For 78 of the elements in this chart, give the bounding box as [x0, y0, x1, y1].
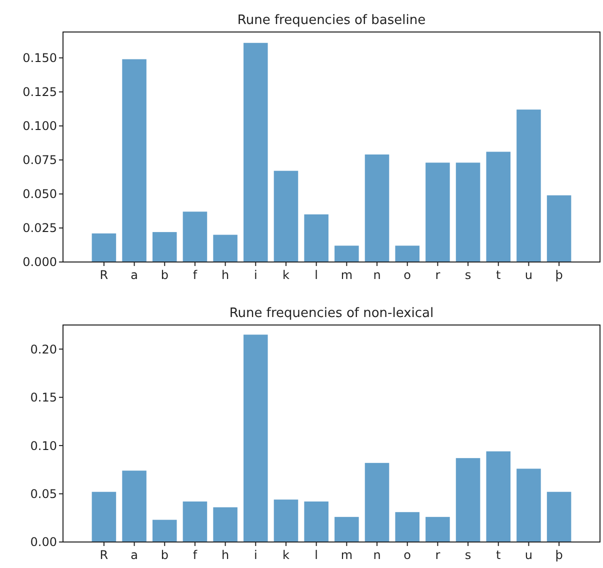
y-tick-label: 0.20: [30, 342, 57, 356]
x-tick-label: k: [282, 548, 290, 562]
x-tick-label: o: [404, 268, 412, 282]
bar: [274, 170, 298, 262]
bar: [152, 232, 177, 262]
bar: [546, 195, 572, 262]
x-tick-label: u: [524, 548, 533, 562]
y-tick-label: 0.10: [30, 438, 57, 453]
x-tick-label: m: [340, 548, 353, 562]
bar: [274, 500, 298, 542]
x-tick-label: t: [496, 548, 502, 562]
bar: [364, 154, 390, 262]
x-tick-label: k: [282, 268, 290, 282]
chart-title: Rune frequencies of baseline: [237, 13, 426, 28]
x-tick-label: a: [130, 548, 138, 562]
x-tick-label: n: [373, 268, 381, 282]
x-tick-label: f: [192, 268, 198, 282]
bar: [122, 59, 146, 262]
bar: [122, 470, 146, 542]
bar: [456, 162, 480, 262]
bar: [92, 233, 116, 262]
y-tick-label: 0.050: [22, 187, 57, 202]
y-tick-label: 0.000: [22, 255, 57, 270]
bar: [516, 110, 541, 262]
y-tick-label: 0.075: [22, 153, 57, 168]
chart-title: Rune frequencies of non-lexical: [229, 306, 434, 321]
x-tick-label: s: [464, 548, 472, 562]
x-tick-label: b: [160, 268, 168, 282]
x-tick-label: R: [100, 268, 108, 282]
bar: [364, 462, 390, 542]
y-tick-label: 0.15: [30, 390, 57, 405]
bar: [426, 162, 450, 262]
bar: [395, 246, 420, 262]
y-tick-label: 0.05: [30, 486, 57, 501]
x-tick-label: h: [222, 548, 230, 562]
bar: [92, 492, 116, 542]
bar: [182, 212, 208, 262]
y-tick-label: 0.00: [30, 535, 57, 550]
bar: [213, 507, 238, 542]
bar: [334, 246, 359, 262]
x-tick-label: s: [464, 268, 472, 282]
x-tick-label: þ: [555, 548, 563, 562]
bar: [182, 501, 208, 542]
x-tick-label: i: [254, 548, 258, 562]
bar: [244, 42, 268, 262]
bar: [244, 334, 268, 542]
bar: [426, 516, 450, 542]
bar: [486, 451, 510, 542]
y-tick-label: 0.025: [22, 221, 57, 236]
x-tick-label: r: [435, 268, 440, 282]
y-tick-label: 0.125: [22, 85, 57, 100]
x-tick-label: t: [496, 268, 502, 282]
x-tick-label: i: [254, 268, 258, 282]
x-tick-label: l: [314, 268, 318, 282]
bar: [546, 492, 572, 542]
x-tick-label: þ: [555, 268, 563, 282]
x-tick-label: m: [340, 268, 353, 282]
bar: [304, 214, 328, 262]
x-tick-label: b: [160, 548, 168, 562]
x-tick-label: f: [192, 548, 198, 562]
bar: [304, 501, 328, 542]
x-tick-label: R: [100, 548, 108, 562]
x-tick-label: r: [435, 548, 440, 562]
bar: [152, 520, 177, 542]
x-tick-label: u: [524, 268, 533, 282]
bar: [486, 152, 510, 262]
bar: [213, 234, 238, 262]
x-tick-label: h: [222, 268, 230, 282]
bar: [395, 512, 420, 542]
y-tick-label: 0.150: [22, 51, 57, 66]
x-tick-label: o: [404, 548, 412, 562]
y-tick-label: 0.100: [22, 119, 57, 134]
x-tick-label: a: [130, 268, 138, 282]
x-tick-label: n: [373, 548, 381, 562]
bar: [334, 516, 359, 542]
bar: [456, 458, 480, 542]
bar: [516, 468, 541, 542]
x-tick-label: l: [314, 548, 318, 562]
